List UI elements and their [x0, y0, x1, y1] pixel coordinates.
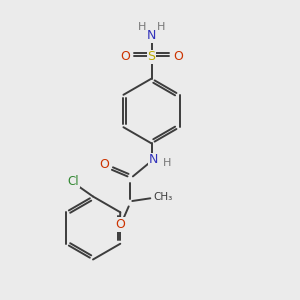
Text: H: H: [157, 22, 165, 32]
Text: Cl: Cl: [68, 175, 79, 188]
Text: O: O: [173, 50, 183, 64]
Text: H: H: [163, 158, 171, 168]
Text: H: H: [138, 22, 146, 32]
Text: N: N: [148, 153, 158, 167]
Text: O: O: [116, 218, 125, 231]
Text: N: N: [147, 29, 156, 42]
Text: S: S: [148, 50, 155, 64]
Text: O: O: [120, 50, 130, 64]
Text: O: O: [99, 158, 109, 172]
Text: CH₃: CH₃: [153, 192, 172, 202]
